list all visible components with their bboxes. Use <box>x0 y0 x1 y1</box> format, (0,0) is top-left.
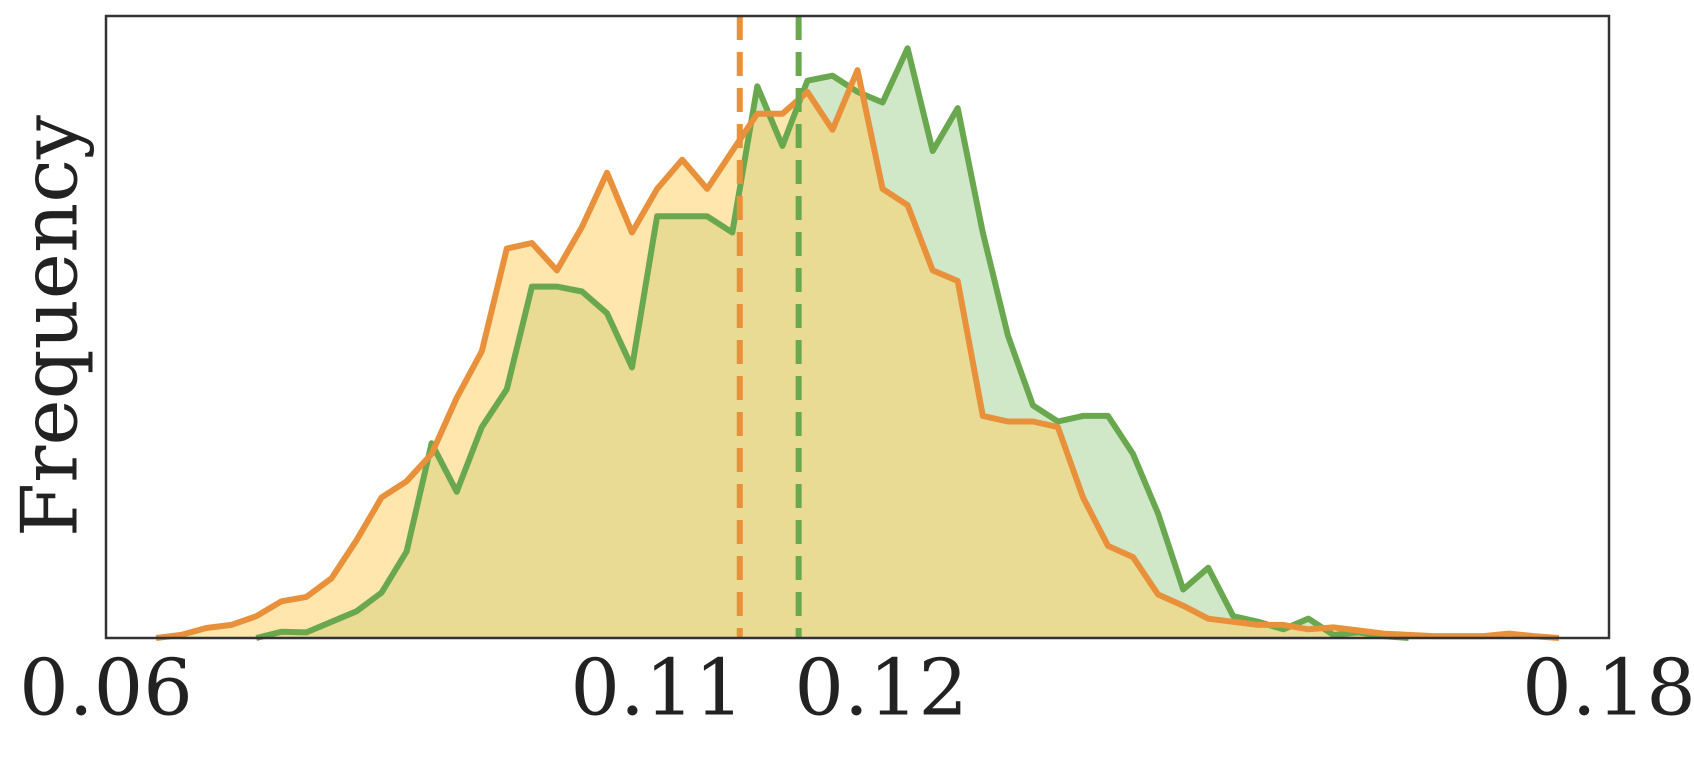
x-tick-label: 0.06 <box>19 644 193 734</box>
plot-frame <box>104 14 1611 640</box>
area <box>156 70 1559 639</box>
y-axis-label: Frequency <box>6 115 96 537</box>
line <box>255 45 1409 641</box>
x-tick-label: 0.12 <box>794 644 968 734</box>
x-tick-label: 0.11 <box>570 644 744 734</box>
x-tick-label: 0.18 <box>1522 644 1694 734</box>
line <box>155 67 1560 641</box>
